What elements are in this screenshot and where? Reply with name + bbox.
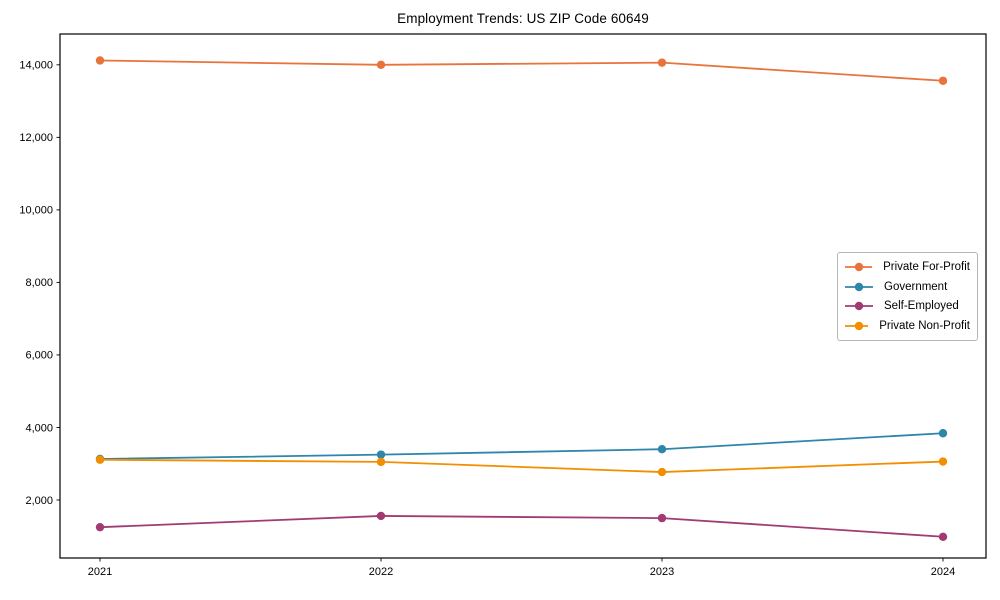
y-tick-label: 8,000 — [25, 277, 53, 289]
legend-item-government: Government — [845, 277, 970, 297]
y-tick-label: 2,000 — [25, 495, 53, 507]
data-point-self-employed — [376, 511, 386, 521]
x-tick-label: 2022 — [369, 566, 393, 578]
data-point-private-for-profit — [376, 60, 386, 70]
data-point-private-non-profit — [95, 455, 105, 464]
x-tick-label: 2024 — [931, 566, 955, 578]
data-point-private-for-profit — [938, 76, 948, 85]
legend-line-marker-icon — [845, 282, 873, 291]
legend-label: Self-Employed — [884, 300, 959, 313]
data-point-private-for-profit — [95, 56, 105, 65]
legend-line-marker-icon — [845, 262, 873, 272]
legend-label: Government — [884, 280, 948, 293]
y-tick-label: 12,000 — [19, 132, 53, 144]
data-point-self-employed — [657, 513, 667, 523]
data-point-self-employed — [938, 532, 948, 541]
data-point-private-non-profit — [938, 457, 948, 466]
y-tick-label: 10,000 — [19, 205, 53, 217]
legend: Private For-Profit Government Self-Employe… — [837, 252, 978, 341]
legend-line-marker-icon — [845, 302, 873, 311]
y-tick-label: 4,000 — [25, 422, 53, 434]
chart-title: Employment Trends: US ZIP Code 60649 — [397, 11, 649, 26]
y-tick-label: 14,000 — [19, 60, 53, 72]
legend-label: Private Non-Profit — [879, 320, 970, 333]
series-line-government — [99, 432, 944, 460]
data-point-government — [376, 450, 386, 459]
data-point-self-employed — [95, 522, 105, 532]
data-point-government — [938, 429, 948, 438]
series-line-private-for-profit — [99, 59, 944, 82]
x-tick-label: 2023 — [650, 566, 674, 578]
x-tick-label: 2021 — [88, 566, 112, 578]
legend-item-self-employed: Self-Employed — [845, 297, 970, 317]
data-point-private-non-profit — [376, 457, 386, 467]
plot-border — [59, 33, 987, 559]
series-line-private-non-profit — [99, 458, 944, 473]
series-line-self-employed — [99, 515, 944, 538]
data-point-private-for-profit — [657, 58, 667, 67]
legend-label: Private For-Profit — [883, 260, 970, 273]
data-point-private-non-profit — [657, 467, 667, 477]
data-point-government — [657, 445, 667, 454]
legend-item-private-for-profit: Private For-Profit — [845, 257, 970, 277]
legend-item-private-non-profit: Private Non-Profit — [845, 316, 970, 336]
y-tick-label: 6,000 — [25, 350, 53, 362]
legend-line-marker-icon — [845, 321, 869, 331]
